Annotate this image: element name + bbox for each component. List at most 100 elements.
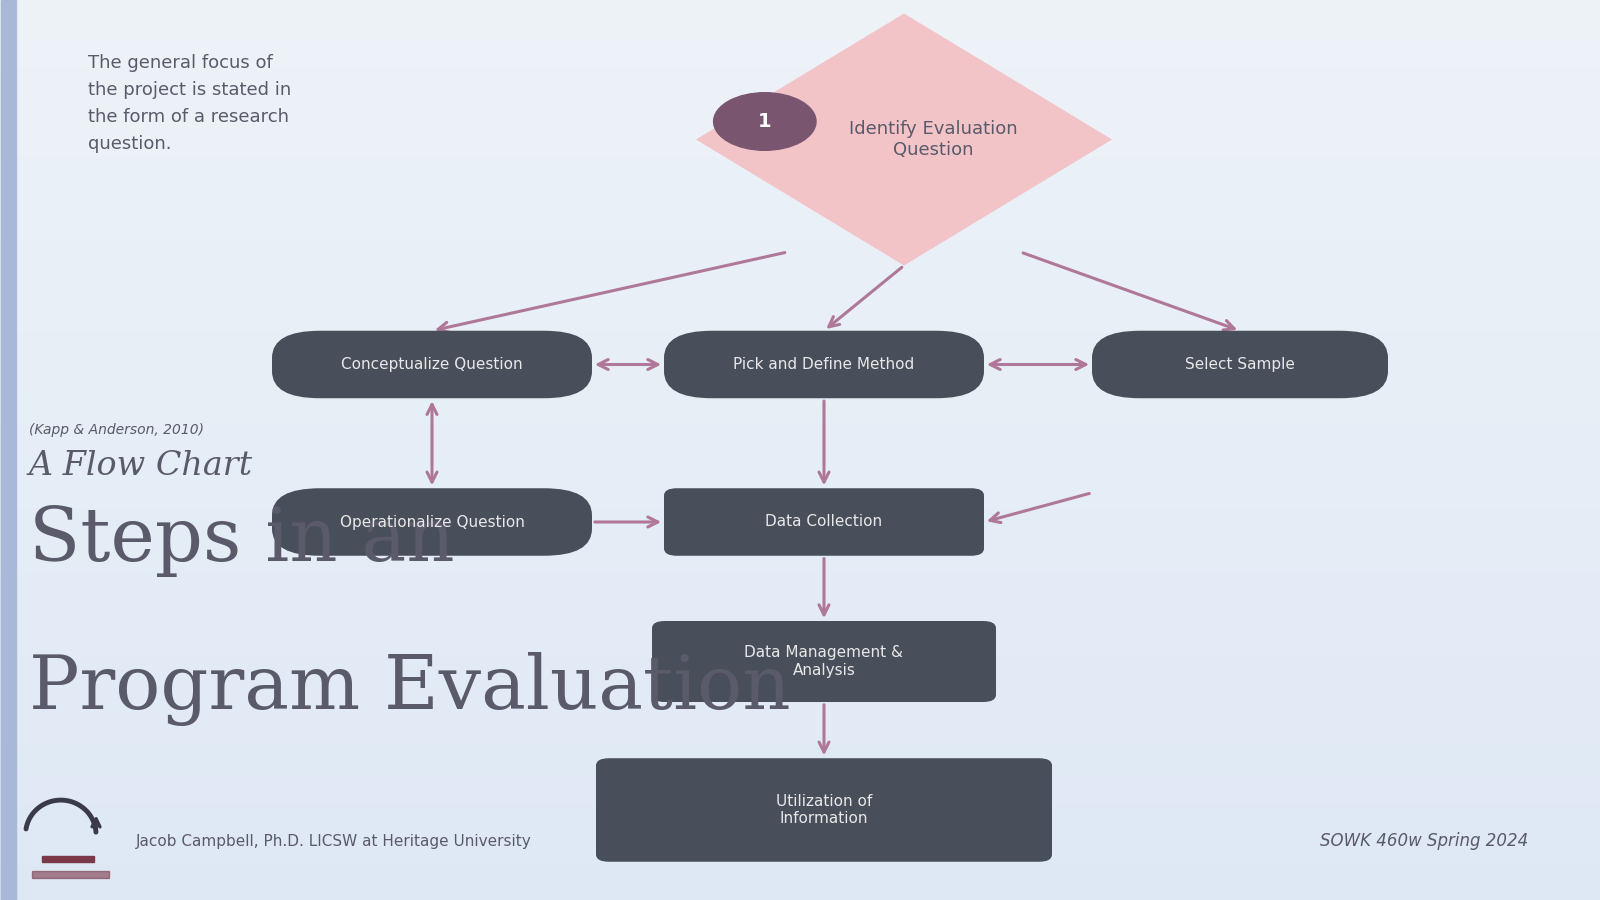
Bar — [0, 684, 1600, 688]
Bar — [0, 886, 1600, 891]
Bar — [0, 868, 1600, 873]
Bar — [5, 0, 13, 900]
Bar — [0, 567, 1600, 572]
Bar — [3, 0, 11, 900]
Text: Pick and Define Method: Pick and Define Method — [733, 357, 915, 372]
Bar — [5, 0, 13, 900]
Bar — [6, 0, 14, 900]
Bar — [0, 495, 1600, 500]
Bar — [0, 842, 1600, 846]
Bar — [0, 572, 1600, 576]
Bar — [8, 0, 16, 900]
Bar — [0, 824, 1600, 828]
Bar — [0, 860, 1600, 864]
Bar — [6, 0, 14, 900]
Bar — [0, 522, 1600, 526]
Bar — [6, 0, 14, 900]
Bar — [0, 0, 8, 900]
Bar — [5, 0, 13, 900]
Bar — [5, 0, 13, 900]
Bar — [5, 0, 13, 900]
Bar — [0, 162, 1600, 166]
Bar — [2, 0, 10, 900]
Bar — [0, 752, 1600, 756]
Bar — [2, 0, 10, 900]
Bar — [0, 72, 1600, 76]
Bar — [0, 702, 1600, 706]
Bar — [0, 662, 1600, 666]
Bar — [2, 0, 10, 900]
Bar — [0, 801, 1600, 806]
Bar — [0, 423, 1600, 428]
Bar — [0, 0, 8, 900]
Bar — [0, 720, 1600, 724]
Bar — [0, 828, 1600, 832]
Bar — [0, 4, 1600, 9]
Bar — [0, 360, 1600, 364]
Bar — [0, 837, 1600, 842]
Text: (Kapp & Anderson, 2010): (Kapp & Anderson, 2010) — [29, 423, 203, 437]
Bar — [5, 0, 13, 900]
Bar — [6, 0, 14, 900]
Bar — [3, 0, 11, 900]
Text: Conceptualize Question: Conceptualize Question — [341, 357, 523, 372]
Text: Select Sample: Select Sample — [1186, 357, 1294, 372]
Bar — [0, 0, 8, 900]
Bar — [2, 0, 10, 900]
Bar — [0, 374, 1600, 378]
Bar — [6, 0, 14, 900]
Bar — [0, 351, 1600, 356]
Bar — [0, 68, 1600, 72]
Bar — [6, 0, 14, 900]
Bar — [0, 270, 1600, 274]
Bar — [3, 0, 11, 900]
Bar — [3, 0, 11, 900]
Bar — [5, 0, 13, 900]
Bar — [8, 0, 16, 900]
Bar — [0, 450, 1600, 454]
Text: The general focus of
the project is stated in
the form of a research
question.: The general focus of the project is stat… — [88, 54, 291, 153]
Bar — [5, 0, 13, 900]
Bar — [0, 554, 1600, 558]
Bar — [0, 526, 1600, 531]
Bar — [0, 819, 1600, 824]
Bar — [0, 90, 1600, 94]
Bar — [0, 194, 1600, 198]
Text: Utilization of
Information: Utilization of Information — [776, 794, 872, 826]
Bar — [3, 0, 11, 900]
Bar — [2, 0, 10, 900]
Bar — [2, 0, 10, 900]
Bar — [8, 0, 16, 900]
Bar — [0, 680, 1600, 684]
Bar — [0, 598, 1600, 603]
Bar — [0, 518, 1600, 522]
Bar — [3, 0, 11, 900]
Bar — [0, 500, 1600, 504]
Bar — [0, 698, 1600, 702]
Bar — [2, 0, 10, 900]
Bar — [0, 135, 1600, 140]
Bar — [8, 0, 16, 900]
Bar — [0, 472, 1600, 477]
Bar — [5, 0, 13, 900]
Bar — [8, 0, 16, 900]
Bar — [0, 585, 1600, 590]
Bar — [0, 0, 8, 900]
Bar — [6, 0, 14, 900]
Bar — [0, 0, 8, 900]
Bar — [6, 0, 14, 900]
Bar — [0, 765, 1600, 770]
Bar — [5, 0, 13, 900]
Bar — [0, 207, 1600, 211]
Bar — [0, 756, 1600, 760]
Bar — [5, 0, 13, 900]
Bar — [0, 81, 1600, 86]
Bar — [0, 342, 1600, 346]
Bar — [0, 436, 1600, 441]
Bar — [0, 238, 1600, 243]
Bar — [0, 256, 1600, 261]
Bar — [3, 0, 11, 900]
Bar — [0, 432, 1600, 436]
FancyBboxPatch shape — [1091, 331, 1389, 398]
Bar — [6, 0, 14, 900]
